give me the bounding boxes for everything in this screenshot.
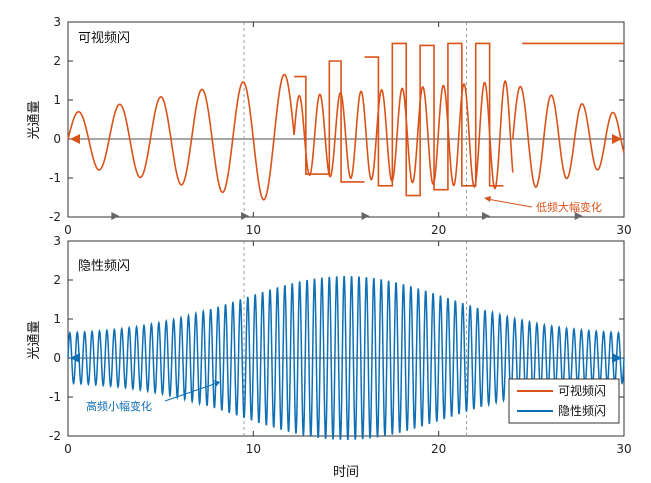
bottom-ytick-label: 3 — [53, 234, 61, 248]
bottom-panel-title: 隐性频闪 — [78, 259, 130, 274]
top-ytick-label: 1 — [53, 93, 61, 107]
top-ylabel: 光通量 — [27, 100, 42, 139]
direction-arrow — [482, 212, 490, 220]
bottom-xtick-label: 10 — [246, 442, 261, 456]
right-arrowhead — [612, 134, 622, 144]
high-frequency-annotation-arrow — [164, 380, 220, 402]
bottom-ytick-label: -2 — [49, 429, 61, 443]
invisible-flicker-panel: 0 10 20 30 -2 -1 0 1 2 3 隐性频闪 光通量 时间 高频小幅变化 可视频闪 … — [27, 234, 632, 480]
top-ytick-label: 0 — [53, 132, 61, 146]
top-ytick-label: 2 — [53, 54, 61, 68]
top-xtick-label: 10 — [246, 223, 261, 237]
visible-series-sine-0 — [67, 73, 295, 201]
left-arrowhead — [70, 134, 80, 144]
direction-arrow — [574, 212, 583, 220]
invisible-series-line — [67, 275, 625, 441]
top-ytick-label: 3 — [53, 15, 61, 29]
top-plot-area — [67, 42, 625, 220]
direction-arrow — [241, 212, 250, 220]
plot-frame — [67, 21, 625, 218]
low-frequency-annotation: 低频大幅变化 — [536, 200, 602, 214]
bottom-ticks: 0 10 20 30 -2 -1 0 1 2 3 — [49, 234, 632, 456]
bottom-xtick-label: 30 — [616, 442, 631, 456]
top-ytick-label: -2 — [49, 210, 61, 224]
high-frequency-annotation: 高频小幅变化 — [86, 399, 152, 413]
top-xtick-label: 30 — [616, 223, 631, 237]
top-ytick-label: -1 — [49, 171, 61, 185]
bottom-xtick-label: 0 — [64, 442, 72, 456]
direction-arrow — [361, 212, 370, 220]
visible-series-sine-2 — [512, 85, 625, 188]
top-ticks: 0 10 20 30 -2 -1 0 1 2 3 — [49, 15, 632, 237]
bottom-plot-area — [67, 275, 625, 441]
legend-visible-label: 可视频闪 — [558, 383, 606, 398]
bottom-ytick-label: 0 — [53, 351, 61, 365]
top-xtick-label: 20 — [431, 223, 446, 237]
bottom-ytick-label: 2 — [53, 273, 61, 287]
left-arrowhead — [70, 353, 80, 363]
top-guides — [243, 22, 467, 217]
bottom-xlabel: 时间 — [333, 465, 359, 480]
legend-box — [508, 378, 620, 424]
visible-series-square-0 — [294, 60, 365, 183]
right-arrowhead — [612, 353, 622, 363]
bottom-ylabel: 光通量 — [27, 320, 42, 359]
legend-invisible-label: 隐性频闪 — [558, 404, 606, 418]
top-panel-title: 可视频闪 — [78, 31, 130, 46]
bottom-ytick-label: -1 — [49, 390, 61, 404]
direction-arrow — [111, 212, 120, 220]
bottom-ytick-label: 1 — [53, 312, 61, 326]
bottom-xtick-label: 20 — [431, 442, 446, 456]
top-xtick-label: 0 — [64, 223, 72, 237]
low-frequency-annotation-arrow — [484, 196, 533, 208]
legend: 可视频闪 隐性频闪 — [508, 378, 620, 424]
visible-series-square-1 — [364, 42, 504, 197]
visible-flicker-panel: 0 10 20 30 -2 -1 0 1 2 3 可视频闪 光通量 低频大幅变化 — [27, 15, 632, 237]
